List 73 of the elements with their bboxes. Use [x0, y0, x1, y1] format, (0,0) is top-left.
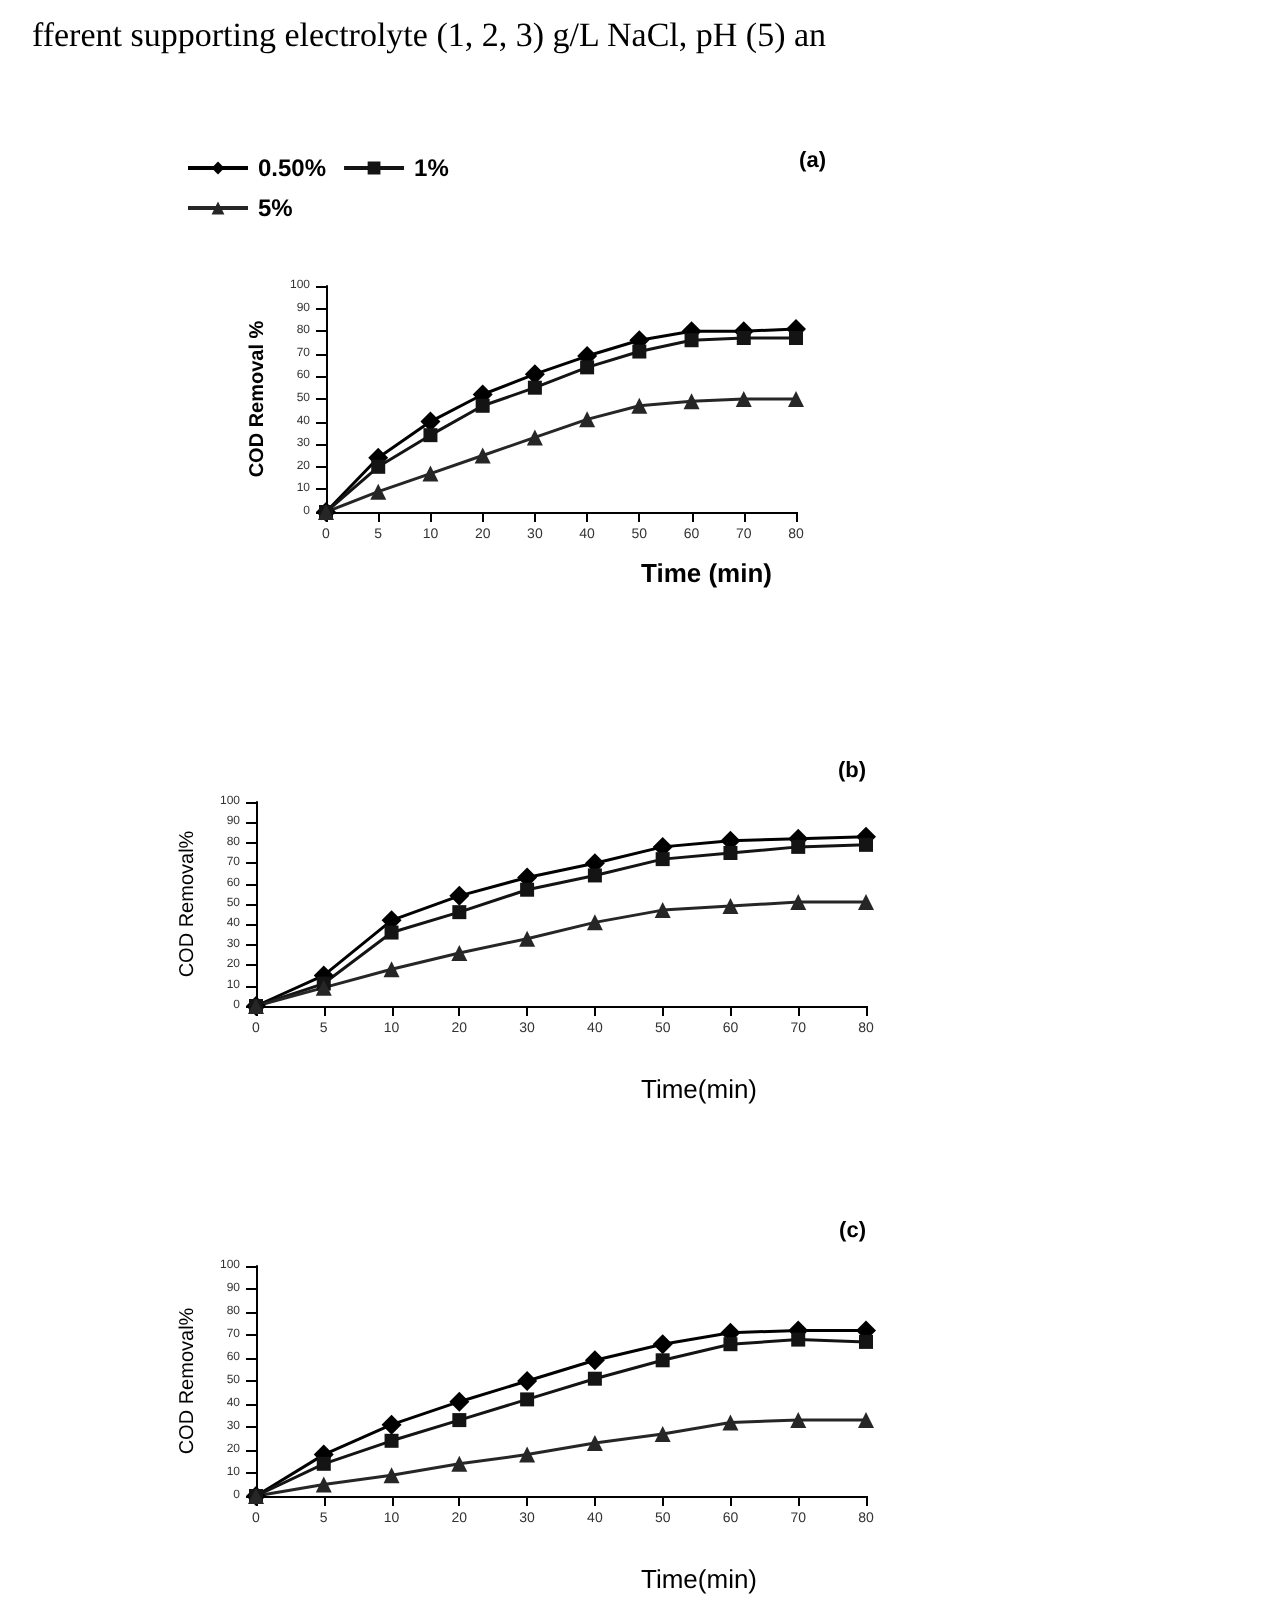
point [517, 1371, 538, 1391]
point [655, 852, 670, 867]
point [452, 905, 467, 920]
point [723, 846, 738, 860]
point [736, 330, 751, 345]
point [452, 1413, 467, 1428]
point [632, 344, 647, 359]
chart-title: (a) [799, 149, 827, 173]
point [587, 1371, 602, 1386]
point [586, 914, 603, 931]
point [526, 429, 543, 446]
point [684, 333, 699, 348]
x-axis-title: Time (min) [641, 558, 772, 588]
point [371, 459, 386, 474]
y-axis-title: COD Removal % [247, 320, 270, 478]
point [788, 391, 804, 407]
point [384, 1433, 399, 1448]
point [383, 1467, 400, 1484]
point [791, 839, 806, 854]
point [579, 411, 596, 428]
y-axis-title: COD Removal% [177, 1307, 200, 1455]
point [858, 893, 874, 910]
point [586, 1435, 603, 1452]
point [654, 1425, 671, 1442]
point [520, 1392, 535, 1407]
point [370, 483, 387, 500]
point [519, 1446, 536, 1463]
point [316, 1456, 331, 1471]
point [655, 1353, 670, 1368]
point [315, 1476, 332, 1493]
legend-label: 1% [414, 154, 450, 182]
point [791, 1332, 806, 1347]
point [580, 360, 595, 375]
point [587, 868, 602, 883]
point [631, 397, 648, 414]
point [383, 961, 400, 978]
point [790, 1412, 807, 1429]
point [449, 885, 470, 906]
legend-label: 5% [258, 194, 294, 222]
point [423, 428, 438, 443]
point [858, 1412, 874, 1429]
point [474, 447, 491, 464]
point [789, 330, 803, 345]
point [520, 882, 535, 897]
legend-label: 0.50% [258, 154, 327, 182]
point [584, 1350, 605, 1371]
point [652, 1334, 673, 1355]
point [475, 398, 490, 413]
point [654, 902, 671, 919]
point [381, 1414, 402, 1435]
chart-title: (b) [837, 759, 867, 783]
y-axis-title: COD Removal% [177, 830, 200, 978]
point [384, 925, 399, 940]
point [422, 465, 439, 482]
point [527, 380, 542, 395]
point [451, 1455, 468, 1472]
point [722, 1414, 739, 1431]
point [859, 837, 873, 852]
point [449, 1391, 470, 1412]
x-axis-title: Time(min) [641, 1074, 758, 1104]
point [683, 393, 700, 410]
chart-title: (c) [839, 1219, 867, 1243]
text: fferent supporting electrolyte (1, 2, 3) g/L NaCl, pH (5) an [32, 16, 827, 56]
point [735, 391, 752, 407]
point [519, 930, 536, 947]
x-axis-title: Time(min) [641, 1564, 758, 1594]
point [859, 1334, 873, 1349]
point [420, 411, 441, 432]
point [723, 1337, 738, 1352]
point [451, 944, 468, 961]
point [790, 893, 807, 910]
point [315, 979, 332, 996]
point [722, 898, 739, 915]
